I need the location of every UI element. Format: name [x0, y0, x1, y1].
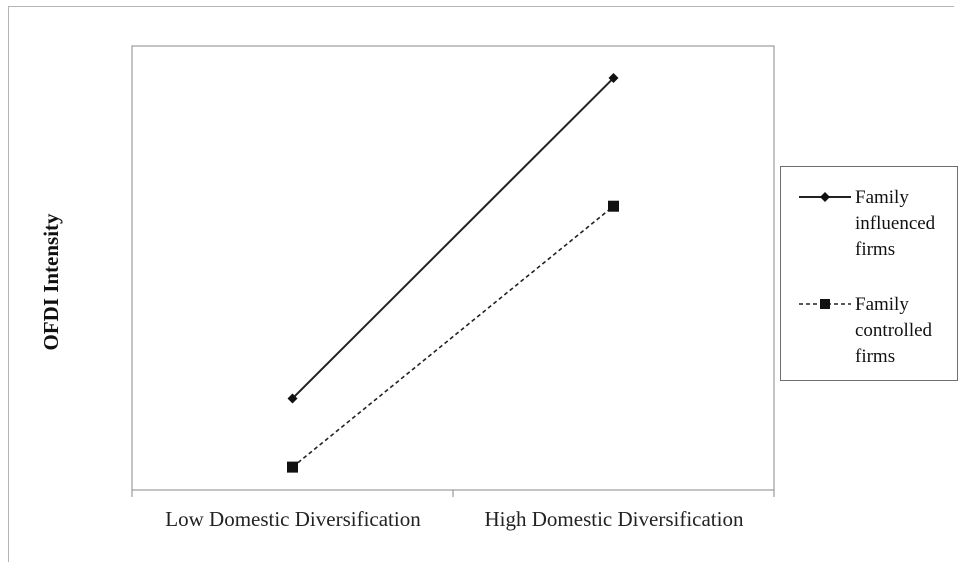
legend-swatch-solid-diamond: [799, 192, 851, 202]
chart-frame: [8, 6, 954, 562]
legend: Family influenced firms Family controlle…: [780, 166, 958, 381]
x-axis-ticks: [131, 490, 775, 497]
data-point-1-1: [608, 200, 619, 212]
data-point-0-0: [287, 393, 298, 404]
series-layer: [287, 73, 619, 473]
data-point-0-1: [608, 73, 619, 84]
y-axis-label: OFDI Intensity: [39, 213, 63, 351]
legend-label-family-influenced: Family influenced firms: [855, 187, 936, 260]
legend-label-family-controlled: Family controlled firms: [855, 294, 933, 367]
x-tick-label-low: Low Domestic Diversification: [165, 507, 421, 531]
series-line-1: [291, 205, 615, 468]
legend-swatch-dashed-square: [799, 299, 851, 309]
data-point-1-0: [287, 461, 298, 473]
series-line-0: [291, 77, 615, 400]
x-tick-label-high: High Domestic Diversification: [485, 507, 744, 531]
plot-area: [131, 45, 775, 491]
